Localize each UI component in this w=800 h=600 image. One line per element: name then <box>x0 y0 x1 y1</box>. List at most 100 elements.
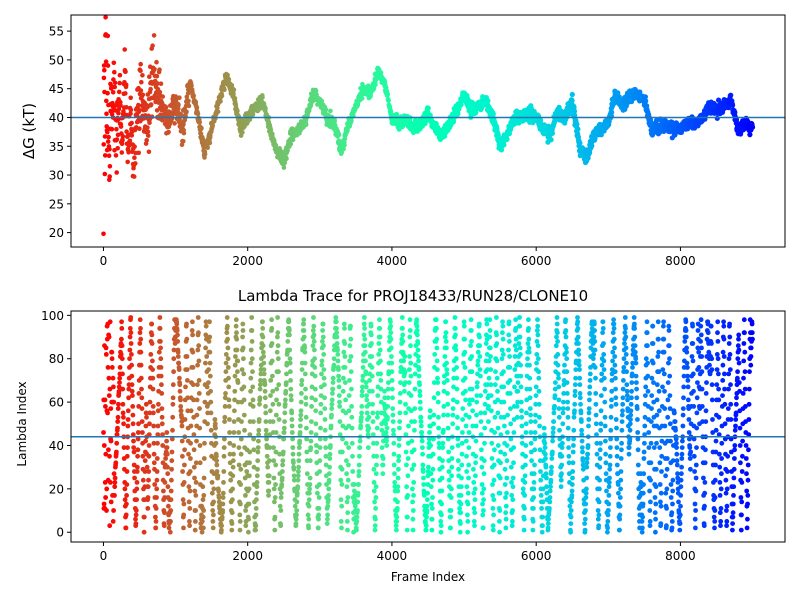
delta-g-point <box>270 132 275 137</box>
lambda-point <box>273 462 279 468</box>
lambda-point <box>400 339 406 344</box>
y-tick-label: 45 <box>49 82 64 96</box>
lambda-point <box>438 523 444 529</box>
delta-g-point <box>226 77 232 82</box>
lambda-point <box>232 408 237 414</box>
lambda-point <box>463 423 469 429</box>
lambda-point <box>359 404 365 409</box>
lambda-point <box>181 525 186 531</box>
lambda-point <box>146 477 151 483</box>
lambda-point <box>345 527 350 533</box>
lambda-point <box>336 384 342 390</box>
lambda-point <box>159 414 165 420</box>
lambda-point <box>153 514 158 520</box>
lambda-point <box>348 323 353 329</box>
lambda-point <box>495 410 501 416</box>
lambda-point <box>491 497 497 503</box>
lambda-point <box>261 367 267 372</box>
delta-g-point <box>125 159 130 165</box>
lambda-point <box>327 456 333 461</box>
lambda-point <box>507 391 513 396</box>
lambda-point <box>359 388 365 394</box>
lambda-point <box>182 417 188 422</box>
lambda-point <box>255 449 261 455</box>
lambda-point <box>454 386 460 392</box>
lambda-point <box>158 373 164 379</box>
lambda-point <box>106 334 112 340</box>
lambda-point <box>270 419 276 424</box>
lambda-point <box>441 427 446 433</box>
lambda-point <box>177 382 183 388</box>
lambda-point <box>248 388 254 394</box>
lambda-point <box>435 391 441 396</box>
lambda-point <box>241 412 247 418</box>
lambda-point <box>303 414 309 420</box>
lambda-point <box>414 317 420 323</box>
lambda-point <box>491 477 497 483</box>
lambda-point <box>224 315 230 320</box>
lambda-point <box>472 497 478 503</box>
lambda-point <box>481 486 487 492</box>
lambda-point <box>256 438 261 444</box>
lambda-point <box>188 440 194 446</box>
lambda-point <box>312 356 317 362</box>
lambda-point <box>412 406 418 411</box>
lambda-point <box>501 384 507 390</box>
lambda-point <box>292 503 298 509</box>
lambda-point <box>225 345 231 351</box>
lambda-point <box>348 336 354 342</box>
lambda-point <box>150 367 156 372</box>
lambda-point <box>321 343 326 349</box>
lambda-point <box>307 486 312 492</box>
delta-g-point <box>110 90 116 95</box>
delta-g-point <box>140 73 145 78</box>
lambda-point <box>240 321 246 327</box>
lambda-point <box>249 356 255 362</box>
lambda-point <box>510 497 516 503</box>
lambda-point <box>380 456 386 461</box>
lambda-point <box>243 523 249 529</box>
lambda-point <box>504 475 510 481</box>
lambda-point <box>223 391 228 396</box>
lambda-point <box>327 464 332 470</box>
lambda-point <box>151 423 157 429</box>
lambda-point <box>504 490 509 496</box>
lambda-point <box>159 391 165 396</box>
lambda-point <box>479 464 485 470</box>
lambda-point <box>427 408 433 414</box>
lambda-point <box>416 367 422 372</box>
lambda-point <box>497 529 502 535</box>
lambda-point <box>223 352 229 357</box>
lambda-point <box>469 339 474 344</box>
lambda-point <box>424 508 430 513</box>
lambda-point <box>287 347 293 353</box>
lambda-point <box>115 419 121 424</box>
top-y-axis-label: ΔG (kT) <box>20 103 38 159</box>
lambda-point <box>272 527 278 533</box>
lambda-point <box>290 445 296 450</box>
delta-g-point <box>207 140 213 146</box>
lambda-point <box>298 408 304 414</box>
lambda-point <box>480 525 486 531</box>
lambda-point <box>302 345 308 351</box>
lambda-point <box>111 399 117 405</box>
lambda-point <box>301 321 306 327</box>
delta-g-point <box>179 142 185 148</box>
lambda-point <box>377 326 383 331</box>
lambda-point <box>521 527 527 533</box>
lambda-point <box>254 484 260 490</box>
lambda-point <box>111 384 116 390</box>
lambda-point <box>400 326 405 331</box>
lambda-point <box>254 473 260 479</box>
bottom-chart-title: Lambda Trace for PROJ18433/RUN28/CLONE10 <box>238 287 588 305</box>
lambda-point <box>326 471 332 477</box>
lambda-point <box>180 497 186 503</box>
lambda-point <box>128 330 134 336</box>
lambda-point <box>479 490 485 496</box>
delta-g-point <box>195 111 201 117</box>
lambda-point <box>348 354 354 359</box>
lambda-point <box>287 356 293 362</box>
lambda-point <box>299 367 305 372</box>
lambda-point <box>362 343 368 349</box>
lambda-point <box>154 477 160 483</box>
